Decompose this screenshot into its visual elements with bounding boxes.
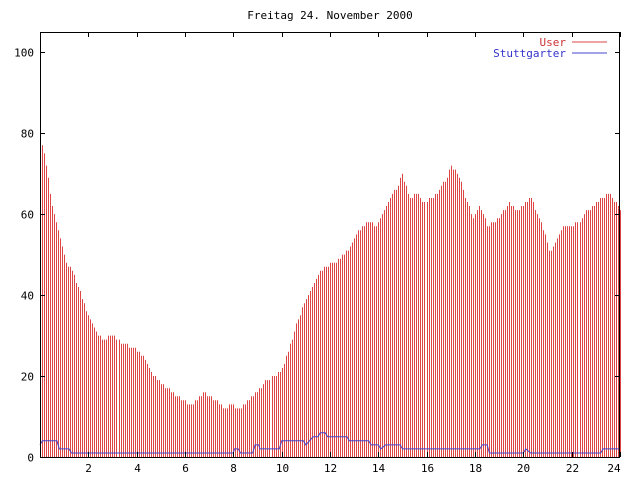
y-tick-label: 60 bbox=[21, 209, 34, 222]
legend-label-user: User bbox=[540, 36, 567, 49]
x-tick-label: 14 bbox=[372, 462, 386, 475]
stuttgarter-line bbox=[39, 432, 620, 454]
x-tick-label: 10 bbox=[276, 462, 289, 475]
y-tick-label: 100 bbox=[14, 47, 34, 60]
legend: User Stuttgarter bbox=[493, 36, 607, 60]
x-tick-label: 6 bbox=[182, 462, 189, 475]
y-tick-label: 40 bbox=[21, 290, 34, 303]
x-tick-label: 12 bbox=[324, 462, 337, 475]
x-tick-label: 20 bbox=[517, 462, 530, 475]
y-tick-label: 0 bbox=[27, 452, 34, 465]
y-tick-label: 80 bbox=[21, 128, 34, 141]
x-tick-label: 18 bbox=[469, 462, 482, 475]
x-tick-label: 8 bbox=[230, 462, 237, 475]
y-tick-label: 20 bbox=[21, 371, 34, 384]
plot-marks bbox=[39, 141, 621, 457]
chart-title: Freitag 24. November 2000 bbox=[247, 9, 413, 22]
x-tick-label: 2 bbox=[85, 462, 92, 475]
x-tick-label: 16 bbox=[421, 462, 434, 475]
legend-label-stuttgarter: Stuttgarter bbox=[493, 47, 566, 60]
x-tick-label: 22 bbox=[566, 462, 579, 475]
x-tick-label: 4 bbox=[134, 462, 141, 475]
x-tick-label: 24 bbox=[607, 462, 621, 475]
